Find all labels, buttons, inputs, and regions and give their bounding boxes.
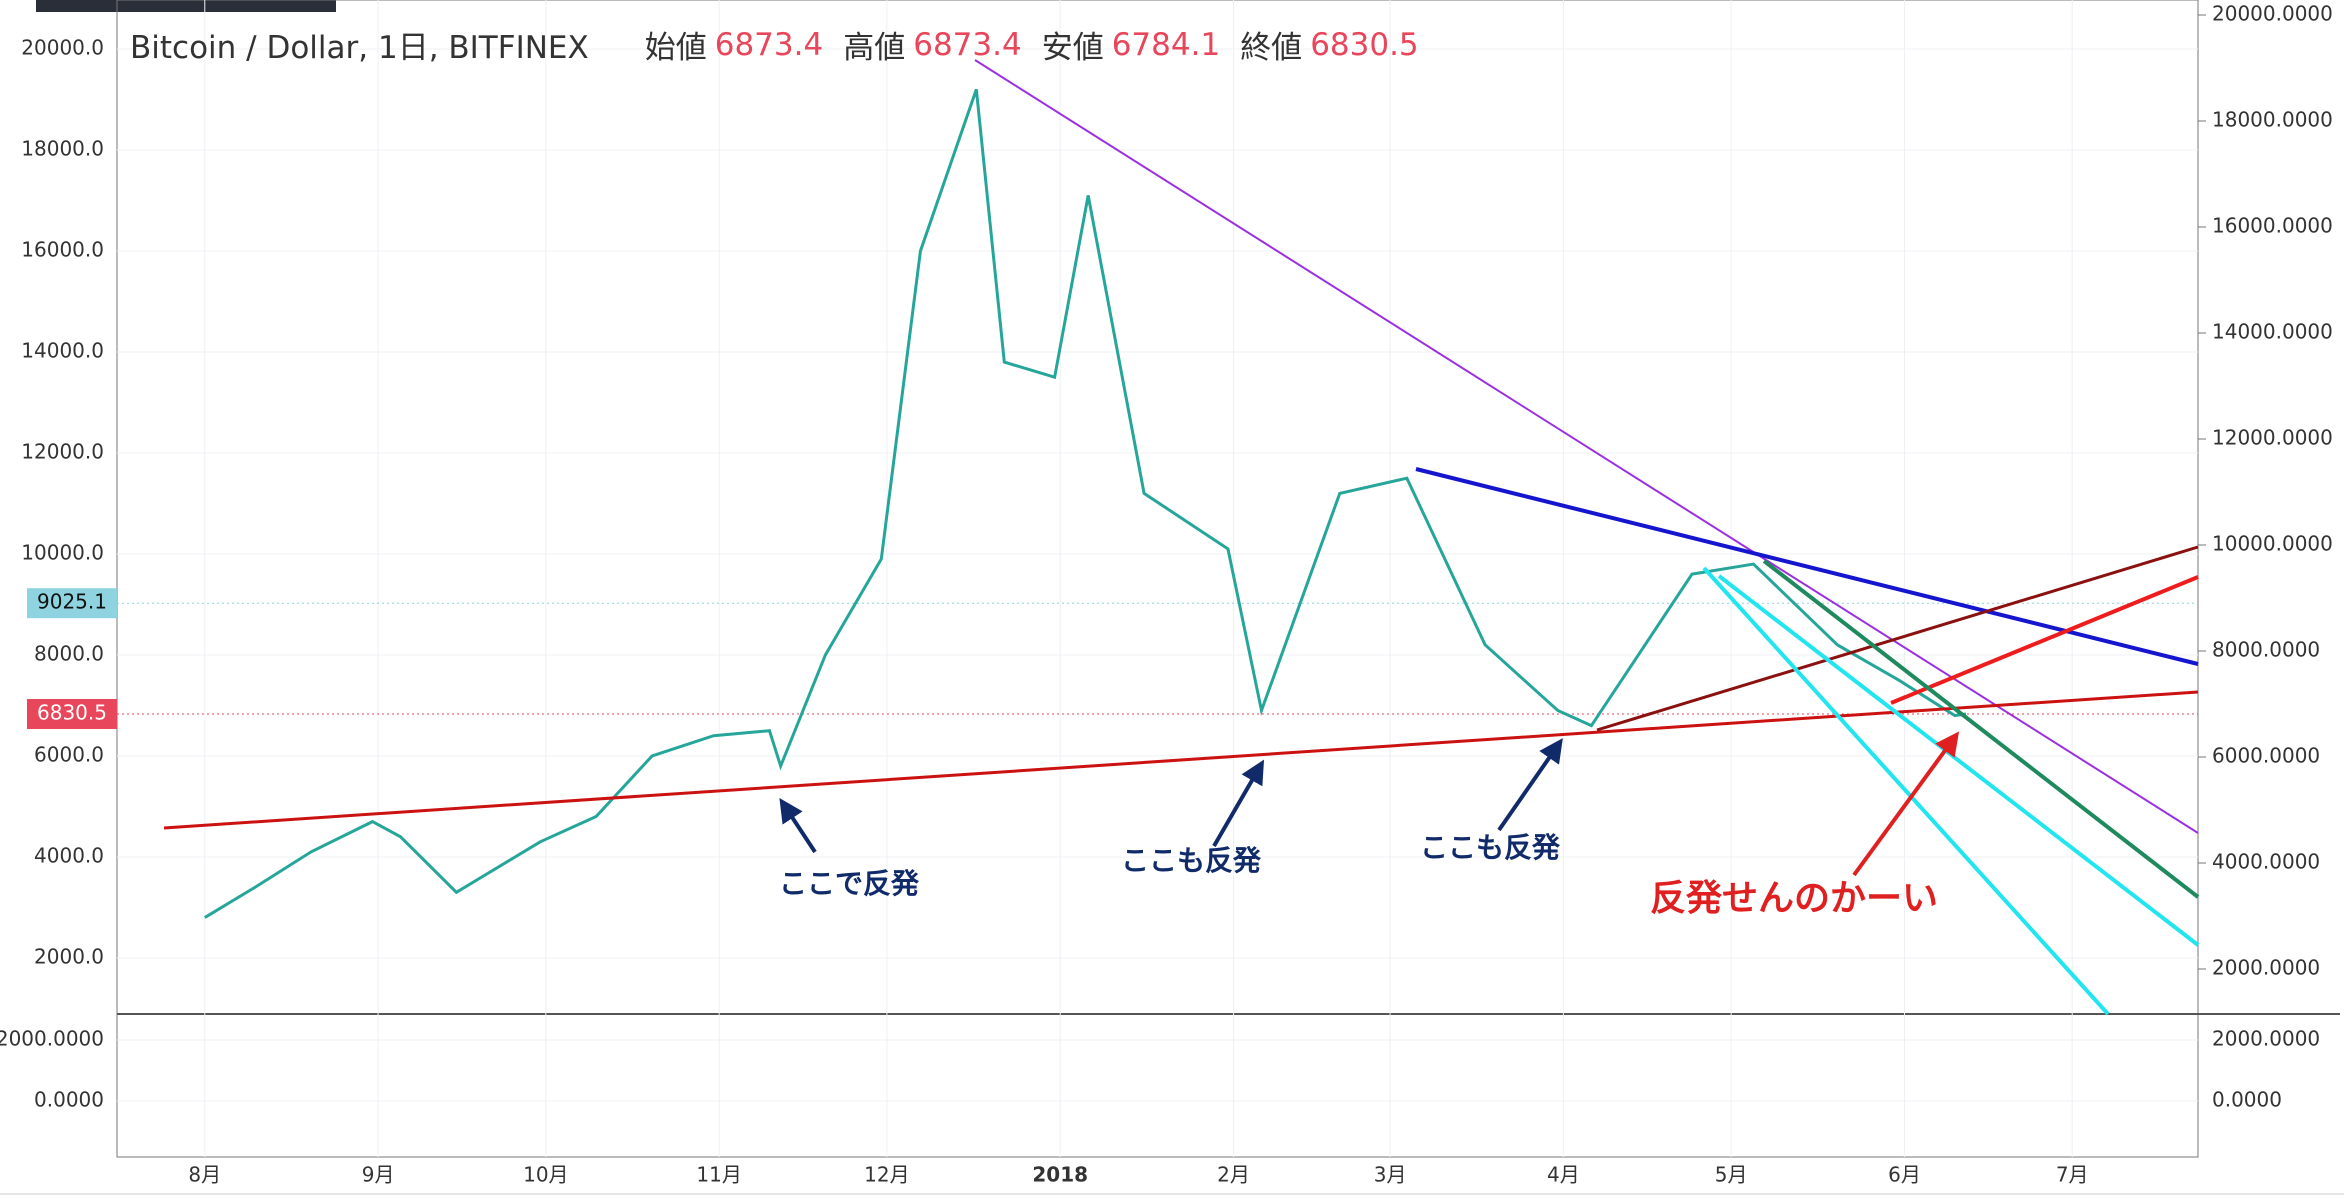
ohlc-label: 高値 xyxy=(843,30,906,66)
arrow xyxy=(1852,731,1960,877)
arrow xyxy=(1497,738,1563,832)
trendline xyxy=(1890,575,2199,705)
trendline xyxy=(1415,467,2199,666)
y2-tick-label: 4000.0000 xyxy=(2212,850,2320,874)
trendline xyxy=(163,690,2199,830)
y2-tick-label: 18000.0000 xyxy=(2212,107,2333,131)
y2-tick-label: 8000.0000 xyxy=(2212,638,2320,662)
x-tick-label: 4月 xyxy=(1547,1163,1580,1187)
price-tag xyxy=(27,588,117,619)
macd-tick-label: 2000.0000 xyxy=(0,1027,104,1051)
trendline xyxy=(1717,574,2200,947)
y2-tick-label: 6000.0000 xyxy=(2212,744,2320,768)
y-tick-label: 8000.0 xyxy=(34,641,104,665)
x-tick-label: 2018 xyxy=(1032,1163,1088,1187)
ohlc-value: 6830.5 xyxy=(1310,26,1419,63)
y-tick-label: 20000.0 xyxy=(21,35,104,59)
tab xyxy=(36,0,336,12)
y-tick-label: 10000.0 xyxy=(21,540,104,564)
arrow xyxy=(1212,759,1265,848)
y-tick-label: 16000.0 xyxy=(21,237,104,261)
price-tag xyxy=(27,699,117,730)
ohlc-label: 終値 xyxy=(1240,30,1303,66)
y2-tick-label: 20000.0000 xyxy=(2212,1,2333,25)
price-tag-label: 6830.5 xyxy=(37,701,107,725)
annotation: ここも反発 xyxy=(1121,844,1262,877)
trendline xyxy=(974,59,2199,834)
y-tick-label: 4000.0 xyxy=(34,843,104,867)
macd-tick-label: 2000.0000 xyxy=(2212,1027,2320,1051)
y2-tick-label: 10000.0000 xyxy=(2212,532,2333,556)
ohlc-label: 安値 xyxy=(1041,30,1104,66)
x-tick-label: 12月 xyxy=(864,1163,909,1187)
ohlc-value: 6873.4 xyxy=(714,26,824,63)
y-tick-label: 18000.0 xyxy=(21,136,104,160)
trendline xyxy=(1762,559,2200,899)
y-tick-label: 14000.0 xyxy=(21,338,104,362)
x-tick-label: 9月 xyxy=(362,1163,395,1187)
ohlc-value: 6873.4 xyxy=(913,26,1022,63)
trendline xyxy=(1596,545,2199,732)
x-tick-label: 10月 xyxy=(523,1163,568,1187)
annotation: 反発せんのかーい xyxy=(1650,878,1938,919)
macd-tick-label: 0.0000 xyxy=(34,1088,104,1112)
x-tick-label: 6月 xyxy=(1888,1163,1921,1187)
annotation: ここも反発 xyxy=(1420,831,1561,864)
arrow xyxy=(779,797,817,854)
x-tick-label: 5月 xyxy=(1715,1163,1748,1187)
x-tick-label: 3月 xyxy=(1374,1163,1407,1187)
trendline xyxy=(1702,566,2110,1016)
x-tick-label: 11月 xyxy=(696,1163,741,1187)
x-tick-label: 2月 xyxy=(1217,1163,1250,1187)
y-tick-label: 6000.0 xyxy=(34,742,104,766)
y2-tick-label: 16000.0000 xyxy=(2212,213,2333,237)
ohlc-value: 6784.1 xyxy=(1111,26,1221,63)
frame xyxy=(116,0,2199,1158)
header: Bitcoin / Dollar, 1日, BITFINEX 始値 6873.4 高… xyxy=(130,22,1431,67)
y2-tick-label: 12000.0000 xyxy=(2212,426,2333,450)
ohlc-label: 始値 xyxy=(644,30,707,66)
symbol-title: Bitcoin / Dollar, 1日, BITFINEX xyxy=(130,30,589,66)
y-tick-label: 2000.0 xyxy=(34,944,104,968)
y2-tick-label: 14000.0000 xyxy=(2212,320,2333,344)
annotation: ここで反発 xyxy=(779,867,920,900)
price-tag-label: 9025.1 xyxy=(37,590,107,614)
macd-tick-label: 0.0000 xyxy=(2212,1088,2282,1112)
price-line-series xyxy=(204,88,1967,919)
x-tick-label: 8月 xyxy=(188,1163,221,1187)
x-tick-label: 7月 xyxy=(2056,1163,2089,1187)
y-tick-label: 12000.0 xyxy=(21,439,104,463)
trendlines xyxy=(163,59,2200,1016)
y2-tick-label: 2000.0000 xyxy=(2212,956,2320,980)
